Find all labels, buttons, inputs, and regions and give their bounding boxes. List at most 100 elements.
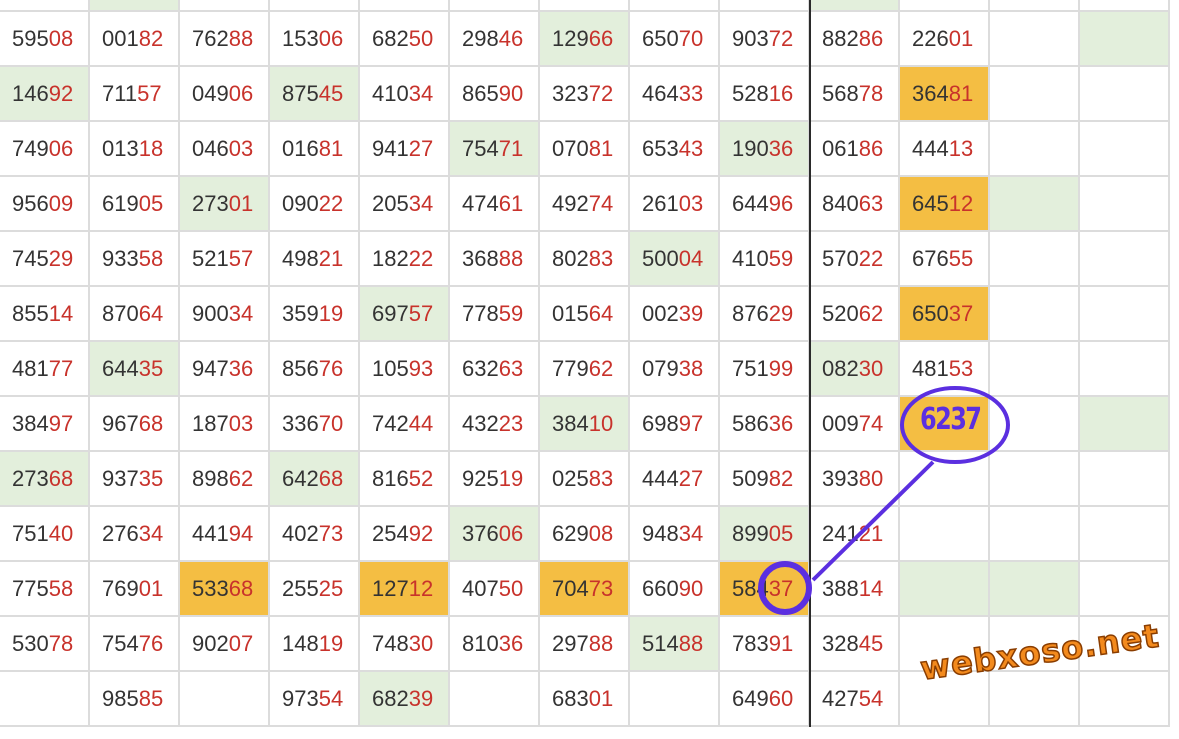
number-head: 481	[912, 356, 949, 381]
number-head: 226	[912, 26, 949, 51]
number-head: 393	[822, 466, 859, 491]
result-cell: 52816	[720, 67, 810, 122]
result-cell	[630, 672, 720, 727]
result-cell: 88286	[810, 12, 900, 67]
number-head: 061	[822, 136, 859, 161]
number-tail: 54	[318, 686, 344, 711]
result-cell: 36888	[450, 232, 540, 287]
result-cell: 95609	[0, 177, 90, 232]
number-head: 441	[192, 521, 229, 546]
number-head: 925	[462, 466, 499, 491]
number-head: 002	[642, 301, 679, 326]
number-head: 749	[12, 136, 49, 161]
result-cell: 89905	[720, 507, 810, 562]
number-head: 650	[642, 26, 679, 51]
number-head: 328	[822, 631, 859, 656]
result-cell: 40750	[450, 562, 540, 617]
number-head: 899	[732, 521, 769, 546]
result-cell: 14819	[270, 617, 360, 672]
number-head: 875	[282, 81, 319, 106]
result-cell: 44427	[630, 452, 720, 507]
number-tail: 53	[948, 356, 974, 381]
result-cell: 12966	[540, 12, 630, 67]
handwritten-number: 6237	[920, 402, 982, 437]
number-tail: 90	[678, 576, 704, 601]
result-cell	[990, 452, 1080, 507]
number-head: 001	[102, 26, 139, 51]
number-head: 016	[282, 136, 319, 161]
number-head: 090	[282, 191, 319, 216]
number-tail: 03	[678, 191, 704, 216]
result-cell: 29788	[540, 617, 630, 672]
result-cell: 50982	[720, 452, 810, 507]
number-tail: 27	[678, 466, 704, 491]
number-tail: 76	[138, 631, 164, 656]
number-head: 514	[642, 631, 679, 656]
result-cell: 68250	[360, 12, 450, 67]
number-head: 187	[192, 411, 229, 436]
number-tail: 80	[858, 466, 884, 491]
result-cell: 64268	[270, 452, 360, 507]
number-tail: 19	[498, 466, 524, 491]
result-cell: 69757	[360, 287, 450, 342]
result-cell	[900, 672, 990, 727]
result-cell	[90, 0, 180, 12]
number-tail: 77	[48, 356, 74, 381]
result-cell: 48177	[0, 342, 90, 397]
number-tail: 96	[768, 191, 794, 216]
number-tail: 58	[48, 576, 74, 601]
result-cell: 33670	[270, 397, 360, 452]
result-cell: 01681	[270, 122, 360, 177]
result-cell: 27634	[90, 507, 180, 562]
number-head: 254	[372, 521, 409, 546]
number-head: 779	[552, 356, 589, 381]
result-cell: 01318	[90, 122, 180, 177]
result-cell: 58437	[720, 562, 810, 617]
number-head: 049	[192, 81, 229, 106]
result-cell: 80283	[540, 232, 630, 287]
result-cell: 38497	[0, 397, 90, 452]
result-cell: 44413	[900, 122, 990, 177]
number-head: 129	[552, 26, 589, 51]
number-tail: 57	[137, 81, 162, 106]
number-head: 492	[552, 191, 589, 216]
number-head: 769	[102, 576, 139, 601]
number-tail: 55	[948, 246, 974, 271]
number-head: 865	[462, 81, 499, 106]
result-cell: 43223	[450, 397, 540, 452]
result-cell: 38410	[540, 397, 630, 452]
number-tail: 34	[138, 521, 164, 546]
number-tail: 01	[588, 686, 614, 711]
number-tail: 58	[138, 246, 164, 271]
number-head: 273	[12, 466, 49, 491]
number-head: 810	[462, 631, 499, 656]
result-cell	[990, 122, 1080, 177]
number-tail: 34	[408, 81, 434, 106]
number-head: 368	[462, 246, 499, 271]
number-head: 481	[12, 356, 49, 381]
result-cell: 61905	[90, 177, 180, 232]
result-cell	[720, 0, 810, 12]
number-head: 856	[282, 356, 319, 381]
result-cell	[1080, 452, 1170, 507]
number-tail: 50	[498, 576, 524, 601]
number-tail: 25	[318, 576, 344, 601]
number-head: 432	[462, 411, 499, 436]
number-tail: 19	[318, 631, 344, 656]
number-tail: 81	[588, 136, 614, 161]
number-tail: 52	[408, 466, 434, 491]
result-cell: 52062	[810, 287, 900, 342]
number-head: 682	[372, 686, 409, 711]
result-cell: 59508	[0, 12, 90, 67]
result-cell: 32372	[540, 67, 630, 122]
number-tail: 36	[768, 411, 794, 436]
result-cell: 74830	[360, 617, 450, 672]
number-tail: 64	[588, 301, 614, 326]
result-cell: 00974	[810, 397, 900, 452]
result-cell: 75471	[450, 122, 540, 177]
number-head: 009	[822, 411, 859, 436]
number-tail: 01	[138, 576, 164, 601]
result-cell: 50004	[630, 232, 720, 287]
result-cell: 56878	[810, 67, 900, 122]
result-cell: 19036	[720, 122, 810, 177]
